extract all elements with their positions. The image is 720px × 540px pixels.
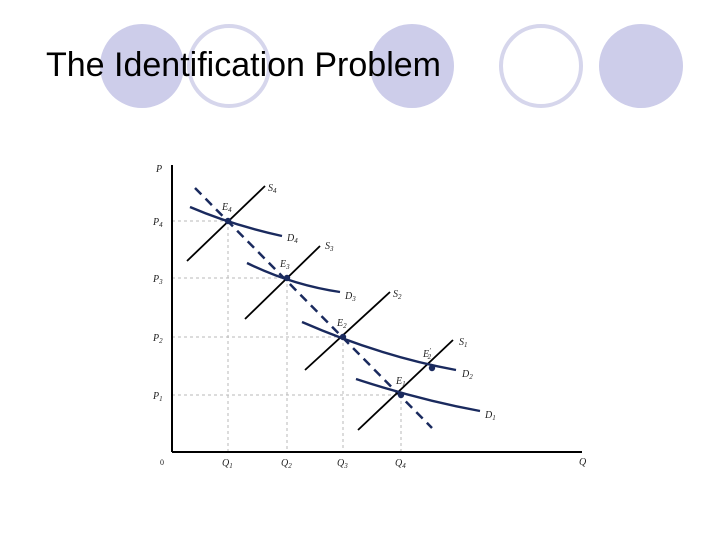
supply-curve-s2 [304,291,391,371]
demand-label-d2: D2 [461,369,473,381]
demand-curve-d3 [246,261,341,294]
deco-circle-2 [187,24,271,108]
demand-curve-d1 [355,377,481,413]
guide-lines [172,220,402,452]
supply-label-s2: S2 [393,289,402,301]
equilibrium-label-e1: E1 [395,376,406,388]
supply-curve-s1 [357,339,454,431]
supply-curves [186,185,454,431]
quantity-label-q3: Q3 [337,458,348,470]
equilibrium-point-e1 [397,391,405,399]
demand-curves [189,205,481,413]
equilibrium-label-e3: E3 [279,259,290,271]
x-axis-label: Q [579,457,587,468]
supply-label-s4: S4 [268,183,277,195]
equilibrium-label-e4: E4 [221,202,232,214]
demand-curve-d2 [301,320,457,372]
demand-curve-d4 [189,205,283,238]
price-label-p4: P4 [152,217,163,229]
equilibrium-locus [194,187,433,429]
demand-label-d4: D4 [286,233,298,245]
demand-label-d1: D1 [484,410,496,422]
equilibrium-point-e2-prime [428,364,436,372]
price-label-p2: P2 [152,333,163,345]
deco-circle-1 [100,24,184,108]
origin-label: 0 [160,458,164,467]
supply-label-s3: S3 [325,241,334,253]
price-label-p1: P1 [152,391,163,403]
quantity-label-q4: Q4 [395,458,406,470]
quantity-label-q1: Q1 [222,458,233,470]
deco-circle-4 [499,24,583,108]
deco-circle-5 [599,24,683,108]
equilibrium-points [224,217,436,399]
y-axis-label: P [155,164,162,175]
equilibrium-label-e2: E2 [336,318,347,330]
equilibrium-label-e2-prime: E′ 2 [422,347,432,361]
supply-curve-s3 [244,245,321,320]
equilibrium-point-e4 [224,217,232,225]
supply-label-s1: S1 [459,337,468,349]
equilibrium-point-e3 [283,274,291,282]
deco-circle-3 [370,24,454,108]
price-label-p3: P3 [152,274,163,286]
quantity-label-q2: Q2 [281,458,292,470]
demand-label-d3: D3 [344,291,356,303]
slide-title: The Identification Problem [46,46,441,84]
supply-curve-s4 [186,185,266,262]
equilibrium-point-e2 [339,333,347,341]
